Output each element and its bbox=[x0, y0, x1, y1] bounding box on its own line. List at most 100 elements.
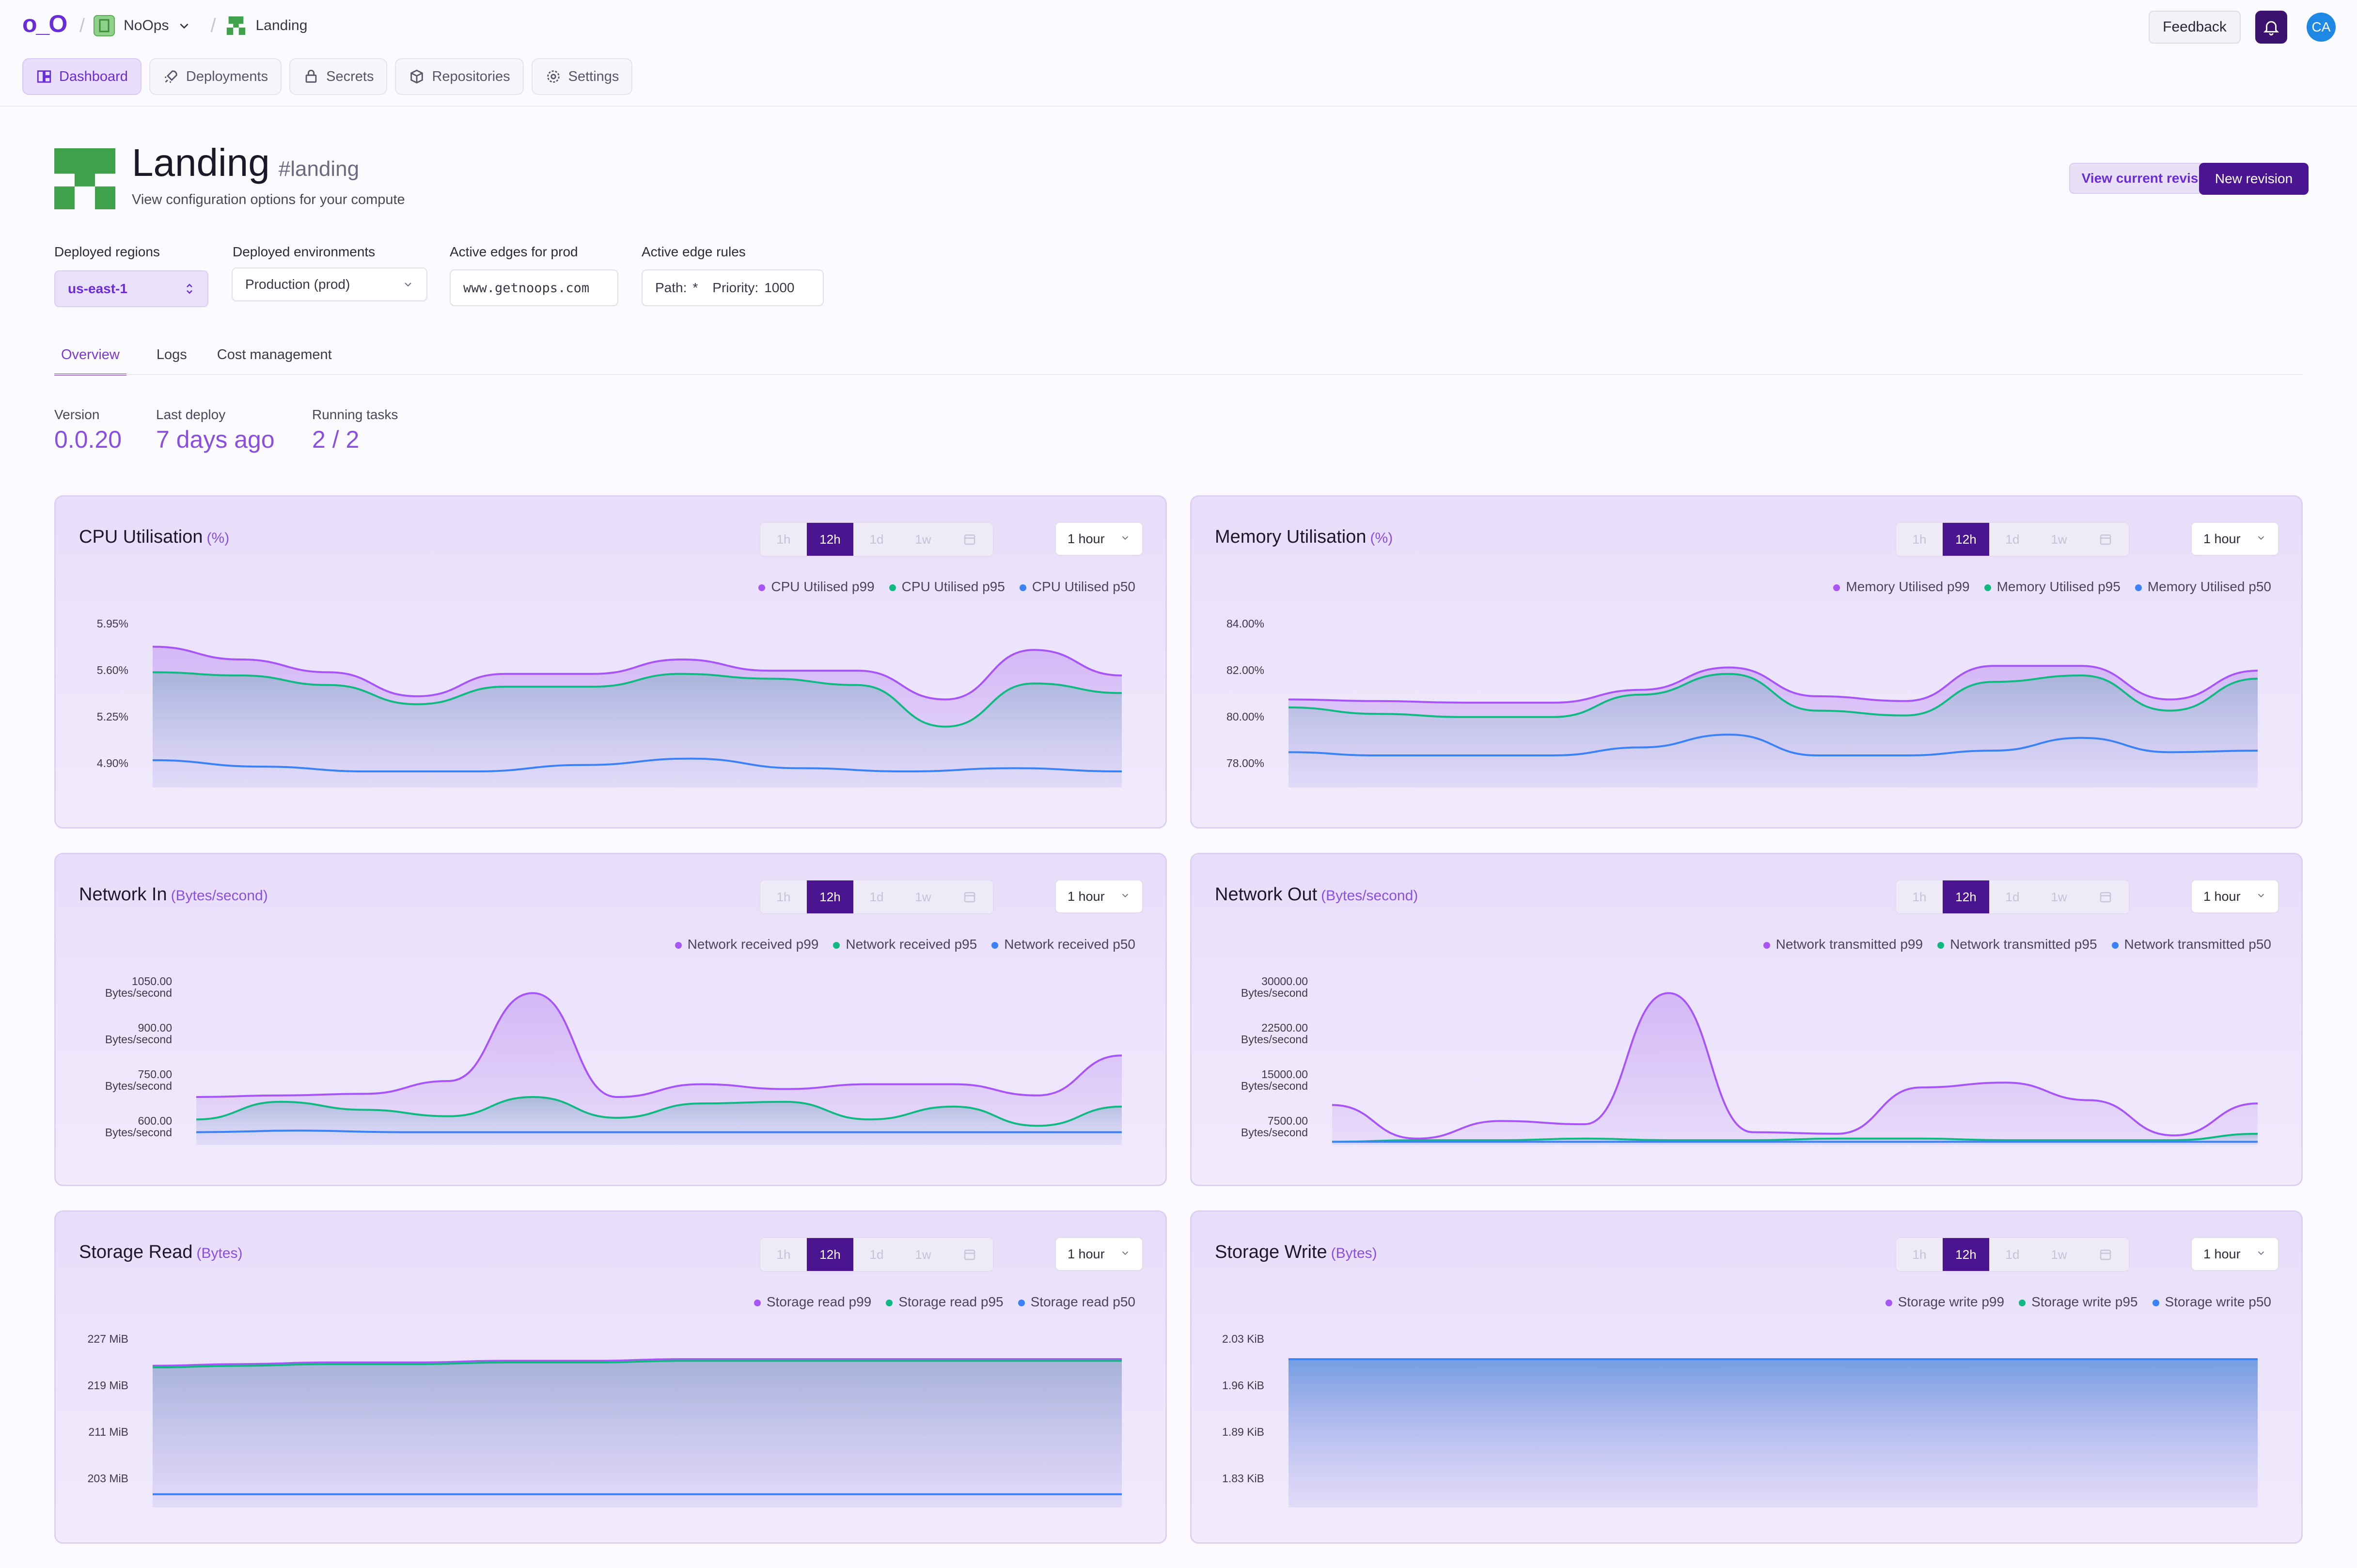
stat-last-deploy: Last deploy 7 days ago bbox=[156, 407, 275, 454]
segment-1h[interactable]: 1h bbox=[760, 523, 807, 556]
segment-12h[interactable]: 12h bbox=[1943, 1238, 1989, 1271]
segment-1h[interactable]: 1h bbox=[760, 880, 807, 913]
avatar[interactable]: CA bbox=[2307, 13, 2336, 42]
calendar-icon[interactable] bbox=[946, 880, 993, 913]
series-line-p50 bbox=[152, 757, 1122, 773]
chart-legend: Memory Utilised p99 Memory Utilised p95 Me… bbox=[1833, 579, 2271, 595]
segment-1d[interactable]: 1d bbox=[853, 523, 900, 556]
segment-12h[interactable]: 12h bbox=[807, 1238, 853, 1271]
interval-select[interactable]: 1 hour bbox=[1055, 879, 1143, 913]
segment-1w[interactable]: 1w bbox=[2036, 880, 2082, 913]
chart-legend: Network transmitted p99 Network transmitt… bbox=[1763, 937, 2271, 952]
segment-1w[interactable]: 1w bbox=[900, 880, 946, 913]
feedback-button[interactable]: Feedback bbox=[2149, 11, 2241, 44]
interval-select[interactable]: 1 hour bbox=[2191, 522, 2279, 556]
app-logo[interactable]: o_O bbox=[22, 10, 67, 37]
tab-secrets[interactable]: Secrets bbox=[289, 58, 388, 95]
interval-value: 1 hour bbox=[2203, 889, 2241, 904]
tab-logs[interactable]: Logs bbox=[156, 347, 187, 362]
segment-12h[interactable]: 12h bbox=[1943, 880, 1989, 913]
legend-item[interactable]: Network received p95 bbox=[833, 937, 977, 952]
segment-1w[interactable]: 1w bbox=[2036, 1238, 2082, 1271]
legend-item[interactable]: Storage read p50 bbox=[1018, 1294, 1135, 1310]
segment-1d[interactable]: 1d bbox=[1989, 1238, 2036, 1271]
legend-item[interactable]: CPU Utilised p95 bbox=[889, 579, 1005, 595]
legend-item[interactable]: Network transmitted p95 bbox=[1937, 937, 2097, 952]
org-icon bbox=[94, 15, 115, 36]
calendar-icon[interactable] bbox=[2082, 523, 2129, 556]
chart-title-text: Storage Write bbox=[1215, 1242, 1327, 1262]
segment-1h[interactable]: 1h bbox=[1896, 523, 1943, 556]
segment-1d[interactable]: 1d bbox=[1989, 523, 2036, 556]
chevron-updown-icon bbox=[187, 283, 192, 294]
chart-plot: 5.95% 5.60% 5.25% 4.90% bbox=[97, 617, 1122, 787]
interval-select[interactable]: 1 hour bbox=[1055, 522, 1143, 556]
legend-dot bbox=[889, 584, 896, 591]
legend-item[interactable]: Storage write p99 bbox=[1885, 1294, 2004, 1310]
chart-legend: CPU Utilised p99 CPU Utilised p95 CPU Util… bbox=[758, 579, 1135, 595]
legend-item[interactable]: Network received p50 bbox=[991, 937, 1135, 952]
chart-legend: Storage read p99 Storage read p95 Storage … bbox=[754, 1294, 1135, 1310]
segment-12h[interactable]: 12h bbox=[1943, 523, 1989, 556]
legend-item[interactable]: Network transmitted p99 bbox=[1763, 937, 1923, 952]
legend-item[interactable]: Memory Utilised p99 bbox=[1833, 579, 1970, 595]
project-name[interactable]: Landing bbox=[255, 17, 308, 33]
legend-item[interactable]: Storage write p95 bbox=[2019, 1294, 2138, 1310]
notifications-button[interactable] bbox=[2255, 11, 2287, 44]
edge-domain-field[interactable]: www.getnoops.com bbox=[450, 269, 618, 306]
segment-1w[interactable]: 1w bbox=[900, 523, 946, 556]
y-tick-label: 4.90% bbox=[97, 757, 128, 769]
tab-repositories[interactable]: Repositories bbox=[395, 58, 524, 95]
new-revision-button[interactable]: New revision bbox=[2199, 163, 2309, 195]
interval-select[interactable]: 1 hour bbox=[2191, 1237, 2279, 1271]
edge-rule-field[interactable]: Path: * Priority: 1000 bbox=[642, 269, 824, 306]
area-p99 bbox=[196, 993, 1122, 1145]
chart-card: Network In (Bytes/second) 1h 12h 1d 1w 1 hour N… bbox=[54, 853, 1167, 1186]
legend-item[interactable]: Memory Utilised p50 bbox=[2135, 579, 2271, 595]
calendar-icon[interactable] bbox=[2082, 1238, 2129, 1271]
chevron-down-icon bbox=[405, 282, 411, 287]
y-tick-label: 84.00% bbox=[1226, 617, 1264, 630]
calendar-icon[interactable] bbox=[946, 523, 993, 556]
chart-title-text: CPU Utilisation bbox=[79, 527, 203, 547]
tab-cost-management[interactable]: Cost management bbox=[217, 347, 332, 362]
legend-item[interactable]: Storage write p50 bbox=[2152, 1294, 2271, 1310]
interval-select[interactable]: 1 hour bbox=[1055, 1237, 1143, 1271]
area-p95 bbox=[153, 1361, 1122, 1507]
legend-item[interactable]: Memory Utilised p95 bbox=[1984, 579, 2121, 595]
segment-12h[interactable]: 12h bbox=[807, 523, 853, 556]
legend-item[interactable]: Storage read p95 bbox=[886, 1294, 1004, 1310]
legend-label: Network transmitted p95 bbox=[1950, 937, 2097, 952]
legend-item[interactable]: Storage read p99 bbox=[754, 1294, 871, 1310]
tab-dashboard[interactable]: Dashboard bbox=[22, 58, 141, 95]
segment-1h[interactable]: 1h bbox=[1896, 880, 1943, 913]
segment-1d[interactable]: 1d bbox=[1989, 880, 2036, 913]
segment-1d[interactable]: 1d bbox=[853, 880, 900, 913]
tab-settings[interactable]: Settings bbox=[531, 58, 633, 95]
segment-12h[interactable]: 12h bbox=[807, 880, 853, 913]
series-line-p95 bbox=[152, 1360, 1122, 1368]
segment-1w[interactable]: 1w bbox=[2036, 523, 2082, 556]
tab-overview[interactable]: Overview bbox=[54, 347, 126, 376]
segment-1d[interactable]: 1d bbox=[853, 1238, 900, 1271]
stat-value: 2 / 2 bbox=[312, 426, 360, 453]
segment-1h[interactable]: 1h bbox=[760, 1238, 807, 1271]
legend-item[interactable]: CPU Utilised p50 bbox=[1019, 579, 1135, 595]
interval-value: 1 hour bbox=[2203, 531, 2241, 546]
tab-deployments[interactable]: Deployments bbox=[149, 58, 282, 95]
org-name[interactable]: NoOps bbox=[124, 17, 169, 33]
chevron-down-icon[interactable] bbox=[178, 19, 190, 32]
environment-select[interactable]: Production (prod) bbox=[232, 267, 427, 301]
legend-item[interactable]: Network transmitted p50 bbox=[2111, 937, 2271, 952]
interval-select[interactable]: 1 hour bbox=[2191, 879, 2279, 913]
region-select[interactable]: us-east-1 bbox=[54, 270, 208, 307]
legend-item[interactable]: CPU Utilised p99 bbox=[758, 579, 875, 595]
calendar-icon[interactable] bbox=[946, 1238, 993, 1271]
legend-item[interactable]: Network received p99 bbox=[675, 937, 818, 952]
calendar-icon[interactable] bbox=[2082, 880, 2129, 913]
series-line-p99 bbox=[152, 645, 1122, 701]
segment-1h[interactable]: 1h bbox=[1896, 1238, 1943, 1271]
segment-1w[interactable]: 1w bbox=[900, 1238, 946, 1271]
gear-icon bbox=[547, 70, 560, 83]
series-line-p50 bbox=[196, 1129, 1122, 1133]
